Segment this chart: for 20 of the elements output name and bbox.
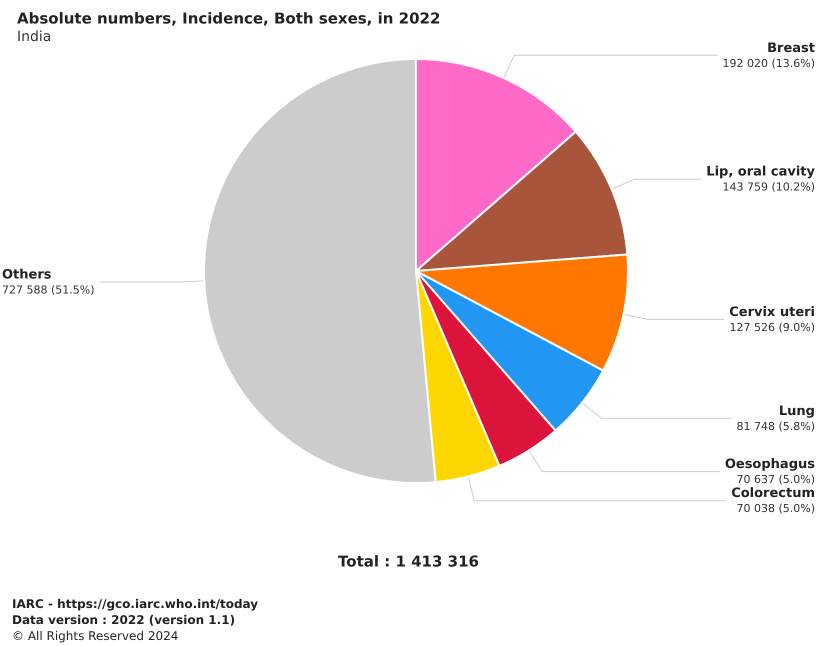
slice-label: Lip, oral cavity — [706, 164, 816, 180]
text: © All Rights Reserved 2024 — [12, 629, 178, 643]
data-label: 70 038 (5.0%) — [736, 502, 815, 516]
slice-label: Colorectum — [731, 486, 815, 502]
slice-label: Cervix uteri — [729, 304, 815, 320]
slice-label: Others — [2, 268, 52, 283]
chart-subtitle: India — [17, 29, 52, 45]
slice-label: Breast — [767, 40, 815, 56]
data-label: 143 759 (10.2%) — [722, 180, 815, 194]
data-label: 127 526 (9.0%) — [729, 320, 815, 334]
data-label: 727 588 (51.5%) — [2, 284, 95, 297]
data-label: 70 637 (5.0%) — [736, 473, 815, 486]
data-label: 192 020 (13.6%) — [722, 56, 815, 70]
chart-title: Absolute numbers, Incidence, Both sexes, in 2022 — [17, 10, 440, 28]
text: Total : 1 413 316 — [338, 552, 479, 570]
text: Data version : 2022 (version 1.1) — [12, 613, 236, 627]
slice-label: Lung — [778, 404, 815, 419]
text: IARC - https://gco.iarc.who.int/today — [12, 597, 258, 611]
data-label: 81 748 (5.8%) — [736, 420, 815, 433]
slice-label: Oesophagus — [724, 457, 816, 472]
